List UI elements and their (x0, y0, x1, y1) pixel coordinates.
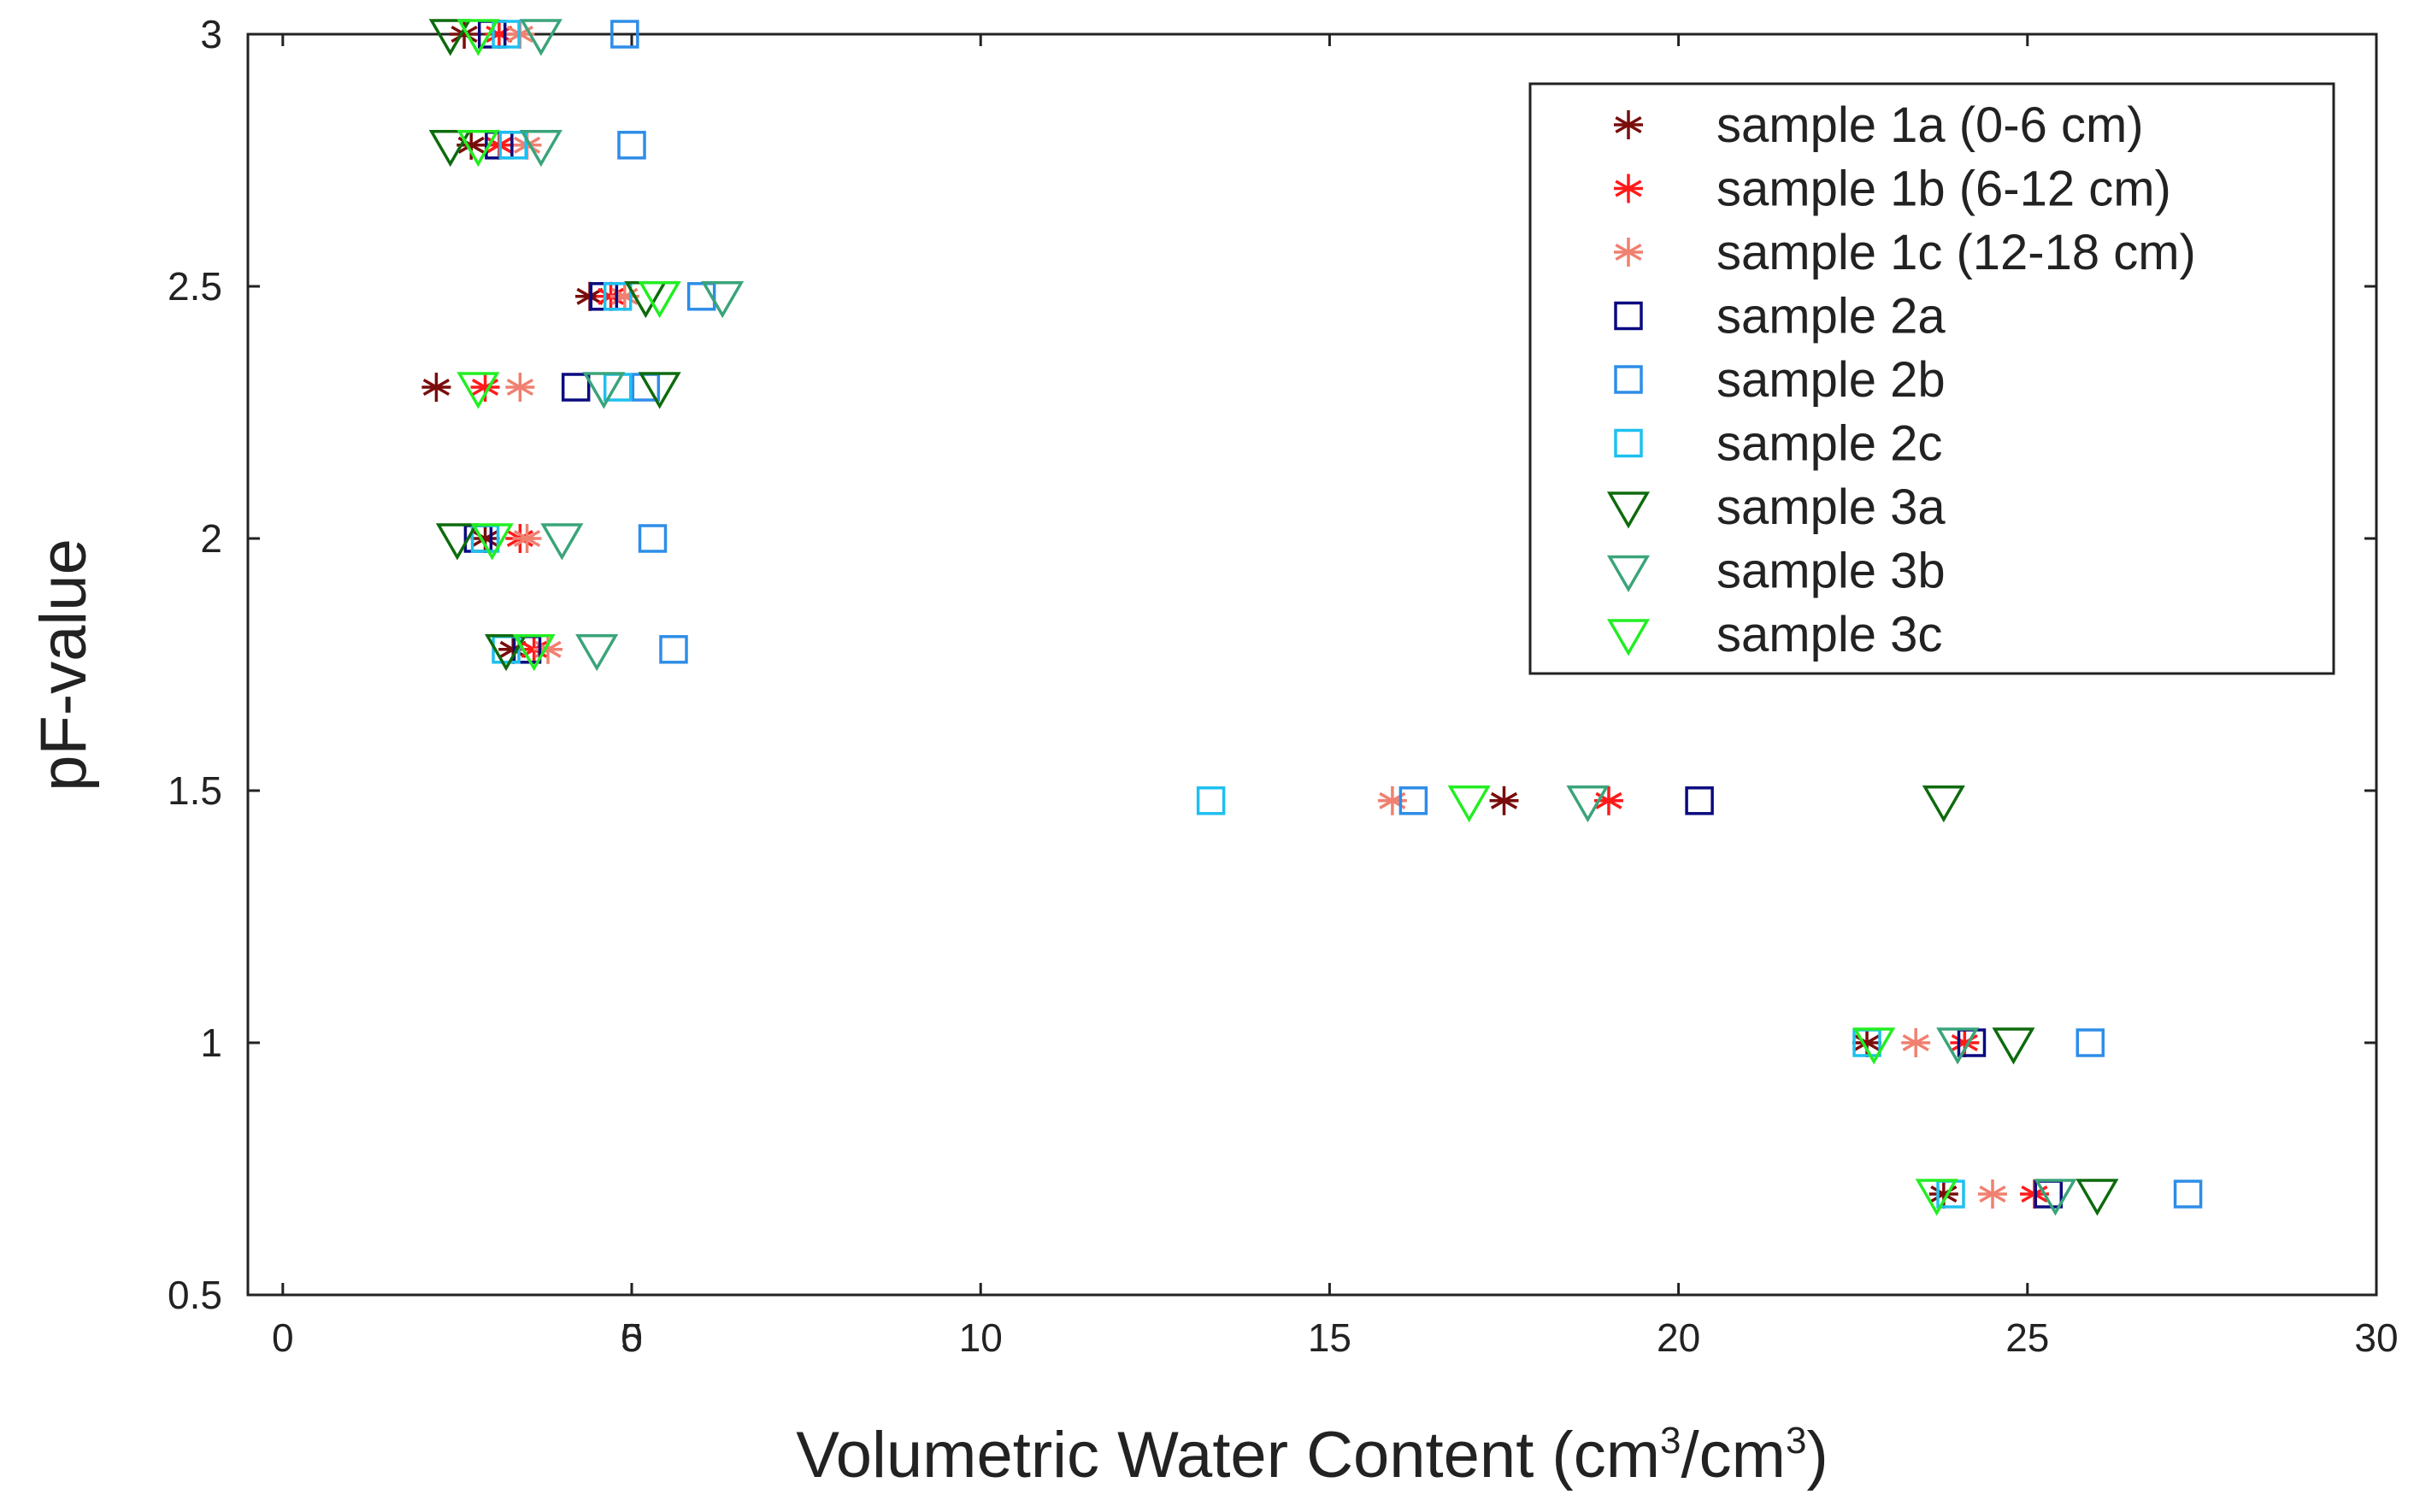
point-asterisk (1977, 1180, 2007, 1209)
legend-label: sample 2a (1716, 289, 1946, 344)
point-triangle-down (1922, 785, 1965, 823)
x-axis-title-sup-1: 3 (1660, 1420, 1681, 1462)
point-triangle-down (1992, 1027, 2035, 1065)
point-triangle-down (540, 523, 584, 561)
x-axis-title-end: ) (1806, 1419, 1828, 1491)
point-triangle-down (1936, 1027, 1980, 1065)
point-square (561, 373, 591, 402)
legend-label: sample 1b (6-12 cm) (1716, 162, 2171, 217)
y-tick-label: 0.5 (168, 1273, 222, 1317)
legend-marker-square (1614, 428, 1643, 458)
legend-label: sample 3c (1716, 607, 1942, 662)
legend-label: sample 3b (1716, 544, 1946, 599)
point-square (492, 20, 521, 49)
point-asterisk (505, 373, 535, 402)
point-asterisk (1489, 785, 1519, 815)
legend-marker-triangle-down (1606, 491, 1651, 529)
point-triangle-down (519, 19, 562, 56)
point-triangle-down (485, 634, 528, 672)
y-tick-label: 1 (200, 1021, 222, 1065)
x-axis-title-sup-2: 3 (1786, 1420, 1806, 1462)
x-tick-label: 15 (1308, 1315, 1351, 1360)
point-triangle-down (456, 19, 500, 56)
point-asterisk (512, 524, 542, 553)
point-triangle-down (582, 372, 626, 409)
point-triangle-down (470, 523, 514, 561)
legend-label: sample 2b (1716, 352, 1946, 408)
point-triangle-down (512, 634, 556, 672)
point-square (2173, 1180, 2203, 1209)
legend: sample 1a (0-6 cm) sample 1b (6-12 cm) sam… (1606, 97, 2196, 662)
legend-marker-square (1614, 301, 1643, 331)
x-axis-title-main: Volumetric Water Content (cm (796, 1419, 1660, 1491)
point-triangle-down (2034, 1179, 2077, 1216)
x-tick-label: 30 (2354, 1315, 2398, 1360)
y-tick-label: 3 (200, 12, 222, 56)
point-triangle-down (428, 130, 472, 168)
y-tick-label: 2.5 (168, 264, 222, 309)
x-axis-title: Volumetric Water Content (cm3/cm3) (796, 1419, 1828, 1491)
point-square (498, 131, 527, 160)
point-square (2075, 1028, 2105, 1057)
x-axis-title-mid: /cm (1681, 1419, 1786, 1491)
y-tick-label: 1.5 (168, 768, 222, 813)
point-triangle-down (456, 372, 500, 409)
x-tick-label: 10 (959, 1315, 1003, 1360)
point-square (659, 635, 688, 664)
point-asterisk (421, 373, 451, 402)
point-square (1196, 786, 1226, 815)
point-triangle-down (1447, 785, 1491, 823)
point-triangle-down (2075, 1179, 2119, 1216)
point-square (1685, 786, 1714, 815)
point-triangle-down (638, 372, 681, 409)
legend-label: sample 2c (1716, 416, 1942, 472)
point-square (1398, 786, 1428, 815)
point-square (603, 282, 633, 311)
legend-marker-asterisk (1614, 110, 1643, 139)
point-asterisk (450, 20, 480, 49)
point-triangle-down (701, 281, 745, 319)
legend-marker-triangle-down (1606, 619, 1651, 656)
point-square (638, 524, 668, 553)
legend-marker-triangle-down (1606, 555, 1651, 592)
y-axis-title: pF-value (27, 538, 100, 791)
axis-ticks: 0 50 10 15 20 25 300.511.522.53 (168, 12, 2399, 1360)
x-tick-label: 20 (1657, 1315, 1700, 1360)
point-triangle-down (428, 19, 472, 56)
x-tick-label: 0 (621, 1315, 643, 1360)
point-square (686, 282, 716, 311)
legend-box (1528, 82, 2335, 675)
legend-label: sample 1a (0-6 cm) (1716, 97, 2144, 153)
point-triangle-down (435, 523, 479, 561)
point-square (617, 131, 646, 160)
point-triangle-down (575, 634, 619, 672)
point-triangle-down (1566, 785, 1610, 823)
point-triangle-down (456, 130, 500, 168)
legend-marker-square (1614, 365, 1643, 394)
data-points (421, 19, 2203, 1216)
point-triangle-down (638, 281, 681, 319)
point-triangle-down (1915, 1179, 1958, 1216)
y-tick-label: 2 (200, 516, 222, 561)
point-square (610, 20, 639, 49)
legend-marker-asterisk (1614, 238, 1643, 267)
x-tick-label: 5 (621, 1315, 643, 1360)
point-triangle-down (519, 130, 562, 168)
x-tick-label: 25 (2005, 1315, 2049, 1360)
point-asterisk (1901, 1028, 1931, 1057)
legend-label: sample 3a (1716, 479, 1946, 535)
legend-marker-asterisk (1614, 174, 1643, 203)
legend-label: sample 1c (12-18 cm) (1716, 225, 2196, 280)
x-tick-label: 0 (272, 1315, 294, 1360)
point-triangle-down (1852, 1027, 1896, 1065)
